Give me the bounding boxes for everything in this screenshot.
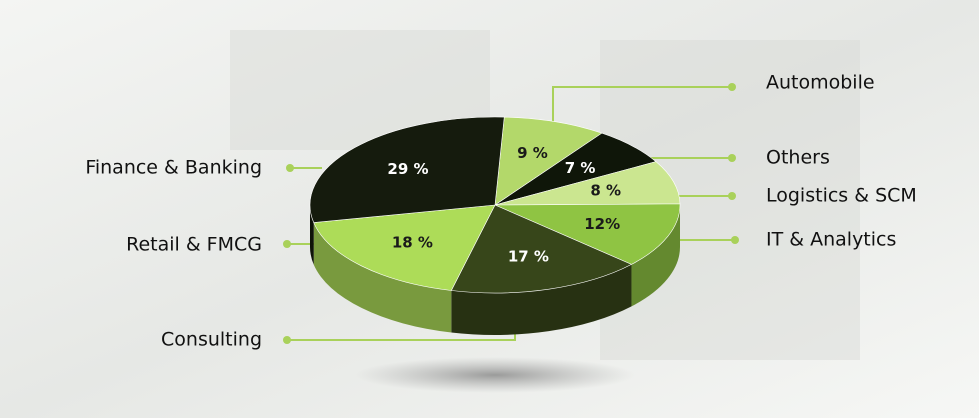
- leader-dot: [728, 83, 736, 91]
- slice-side: [313, 222, 452, 333]
- leader-dot: [286, 164, 294, 172]
- slice: [313, 204, 496, 291]
- leader-dot: [728, 192, 736, 200]
- value-label: 8 %: [590, 181, 621, 199]
- value-label: 7 %: [565, 159, 596, 177]
- slice-side: [451, 264, 632, 335]
- value-label: 18 %: [392, 233, 433, 251]
- value-label: 9 %: [517, 144, 548, 162]
- category-label: Consulting: [161, 329, 262, 351]
- pie-shadow: [355, 357, 635, 393]
- leader-dot: [728, 154, 736, 162]
- category-label: IT & Analytics: [766, 229, 896, 251]
- leader-dot: [283, 336, 291, 344]
- slice: [494, 116, 603, 206]
- value-label: 12%: [584, 215, 620, 233]
- slice-side: [310, 205, 314, 265]
- slice-side: [631, 205, 680, 307]
- value-label: 29 %: [387, 160, 428, 178]
- slice: [450, 204, 633, 294]
- value-label: 17 %: [508, 248, 549, 266]
- category-label: Others: [766, 147, 830, 169]
- slice: [309, 116, 505, 223]
- category-label: Automobile: [766, 72, 875, 94]
- category-label: Logistics & SCM: [766, 185, 917, 207]
- leader-dot: [731, 236, 739, 244]
- pie: 9 % 7 % 8 % 12% 17 % 18 % 29 %: [309, 116, 681, 335]
- slice: [494, 203, 681, 265]
- category-label: Finance & Banking: [85, 157, 262, 179]
- labels: Automobile Others Logistics & SCM IT & Anal…: [85, 72, 917, 351]
- category-label: Retail & FMCG: [126, 234, 262, 256]
- leader-dot: [283, 240, 291, 248]
- slice: [494, 161, 681, 206]
